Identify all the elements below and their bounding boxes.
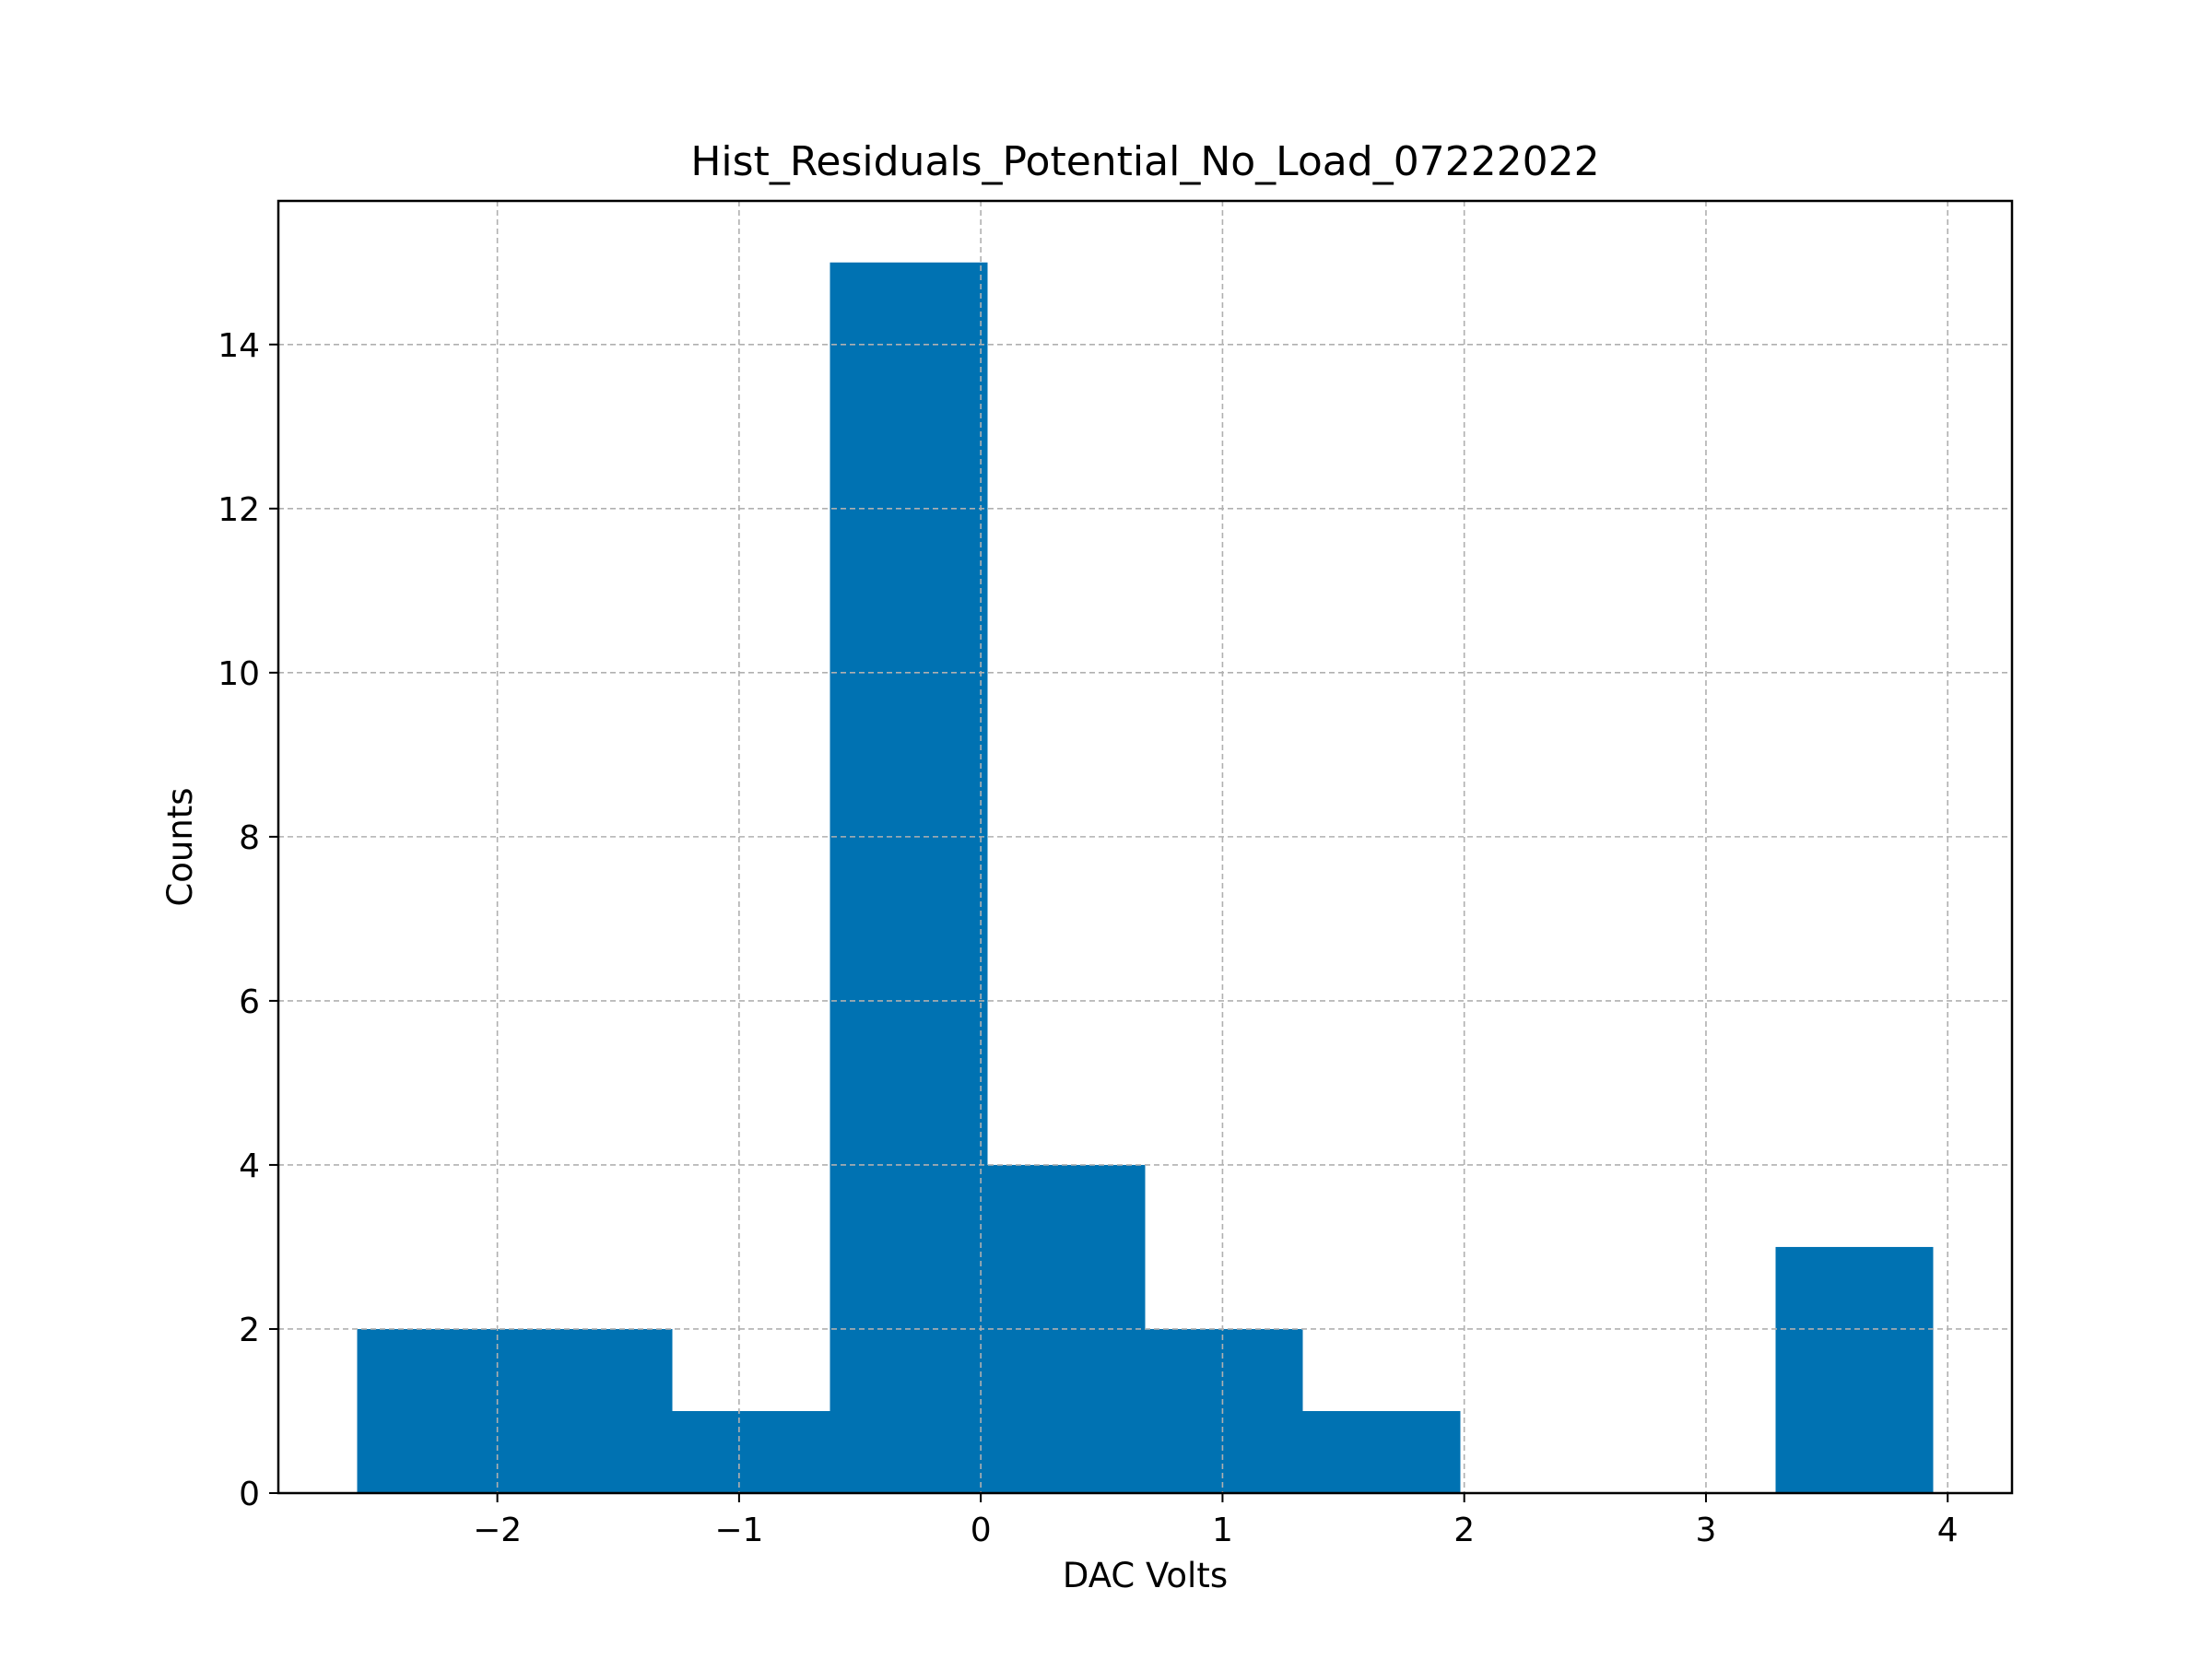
- x-tick-label: 2: [1453, 1512, 1475, 1549]
- y-tick-label: 14: [218, 327, 260, 365]
- histogram-bar: [1145, 1328, 1303, 1493]
- x-axis-label: DAC Volts: [1063, 1556, 1228, 1595]
- y-tick-label: 4: [239, 1147, 260, 1185]
- y-tick-label: 2: [239, 1312, 260, 1349]
- y-tick-label: 0: [239, 1476, 260, 1513]
- histogram-bar: [830, 262, 988, 1493]
- chart-title: Hist_Residuals_Potential_No_Load_0722202…: [690, 138, 1599, 185]
- y-tick-label: 6: [239, 983, 260, 1021]
- histogram-bar: [357, 1328, 515, 1493]
- histogram-bar: [1775, 1246, 1934, 1493]
- x-tick-label: 1: [1212, 1512, 1233, 1549]
- x-tick-label: 4: [1937, 1512, 1959, 1549]
- histogram-bar: [514, 1328, 673, 1493]
- x-tick-label: −1: [714, 1512, 763, 1549]
- y-tick-label: 12: [218, 491, 260, 529]
- histogram-bar: [1302, 1410, 1461, 1493]
- x-tick-label: 0: [971, 1512, 992, 1549]
- histogram-bar: [672, 1410, 830, 1493]
- x-tick-label: −2: [473, 1512, 522, 1549]
- y-tick-label: 8: [239, 819, 260, 857]
- x-tick-label: 3: [1696, 1512, 1717, 1549]
- y-axis-label: Counts: [160, 787, 200, 906]
- y-tick-label: 10: [218, 655, 260, 693]
- plot-frame: [276, 199, 2014, 1495]
